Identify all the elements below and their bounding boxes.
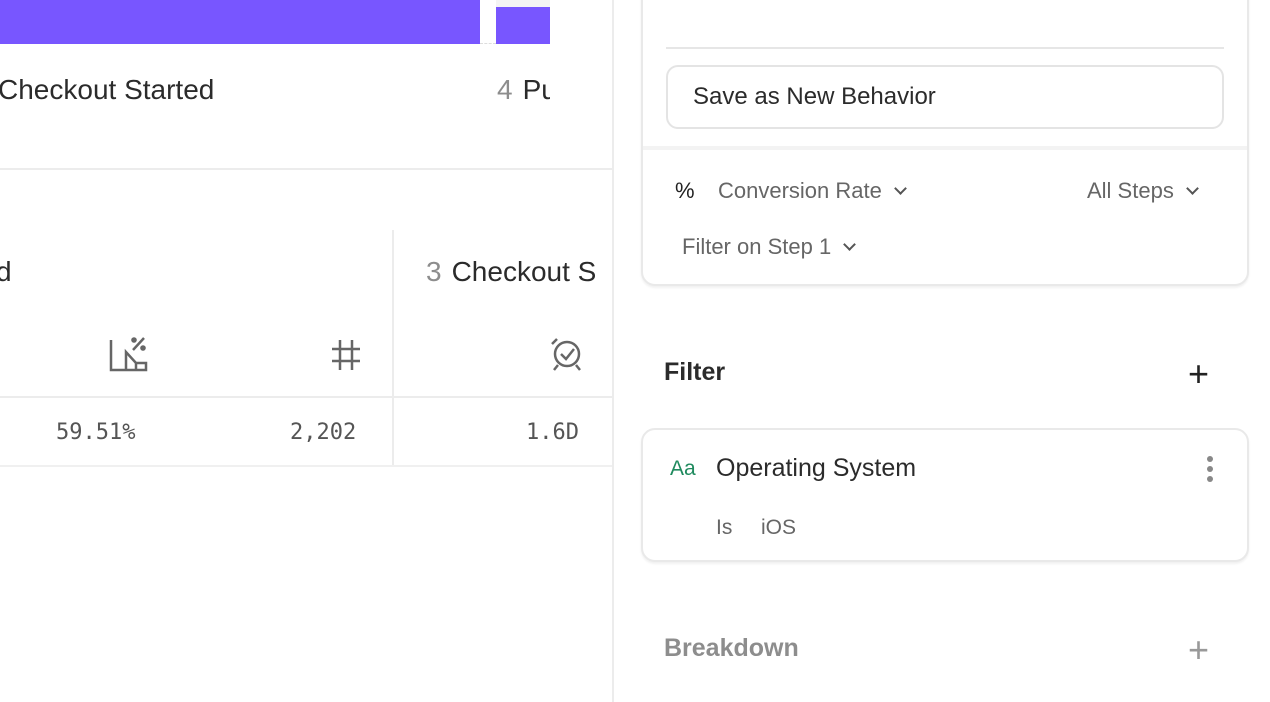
chevron-down-icon [843,238,857,251]
time-value: 1.6D [526,420,579,445]
column-divider [392,230,394,466]
step-label-3: Checkout Started [0,74,214,106]
count-value: 2,202 [290,420,357,445]
count-icon [332,340,360,370]
table-header-step-2: d [0,256,12,288]
breakdown-section-title: Breakdown [664,634,799,662]
header-divider [0,396,612,398]
step-name: d [0,256,12,287]
chevron-down-icon [1185,182,1199,195]
filter-value[interactable]: iOS [761,516,797,539]
conversion-rate-value: 59.51% [56,420,136,445]
filter-on-step-dropdown[interactable]: Filter on Step 1 [682,234,857,260]
bar-connector [480,43,496,44]
funnel-bar-step-4[interactable] [496,7,550,44]
step-number: 4 [497,74,513,105]
filter-item-card[interactable]: Aa Operating System Is iOS [641,428,1249,562]
filter-property[interactable]: Operating System [716,454,917,482]
measure-label: Conversion Rate [718,178,882,203]
save-as-new-behavior-button[interactable]: Save as New Behavior [666,65,1224,129]
chevron-down-icon [894,182,907,195]
step-number: 3 [426,256,442,287]
more-options-icon[interactable] [1207,456,1213,482]
string-type-icon: Aa [670,457,696,480]
time-to-convert-icon [551,338,581,371]
funnel-chart-area: Checkout Started 4 Pu d 3 Checkout S 59.51… [0,0,614,702]
add-breakdown-plus-icon[interactable]: + [1188,629,1210,670]
steps-label: All Steps [1087,178,1174,203]
filter-step-label: Filter on Step 1 [682,234,832,259]
step-name: Pu [522,74,550,105]
conversion-rate-icon [109,337,148,372]
metric-settings-card: Save as New Behavior % Conversion Rate A… [641,0,1249,286]
table-header-step-3: 3 Checkout S [426,256,596,288]
divider [643,146,1247,150]
percent-icon: % [675,178,695,203]
step-name: Checkout S [451,256,597,287]
divider [0,168,612,170]
step-name: Checkout Started [0,74,215,105]
row-divider [0,465,612,467]
bar-background [496,0,550,7]
filter-operator[interactable]: Is [716,516,733,539]
divider [666,47,1224,49]
funnel-bar-step-3[interactable] [0,0,480,44]
step-label-4: 4 Pu [497,74,550,106]
filter-section-title: Filter [664,358,726,386]
steps-dropdown[interactable]: All Steps [1087,178,1199,204]
add-filter-plus-icon[interactable]: + [1188,353,1210,394]
measure-dropdown[interactable]: Conversion Rate [718,178,907,204]
